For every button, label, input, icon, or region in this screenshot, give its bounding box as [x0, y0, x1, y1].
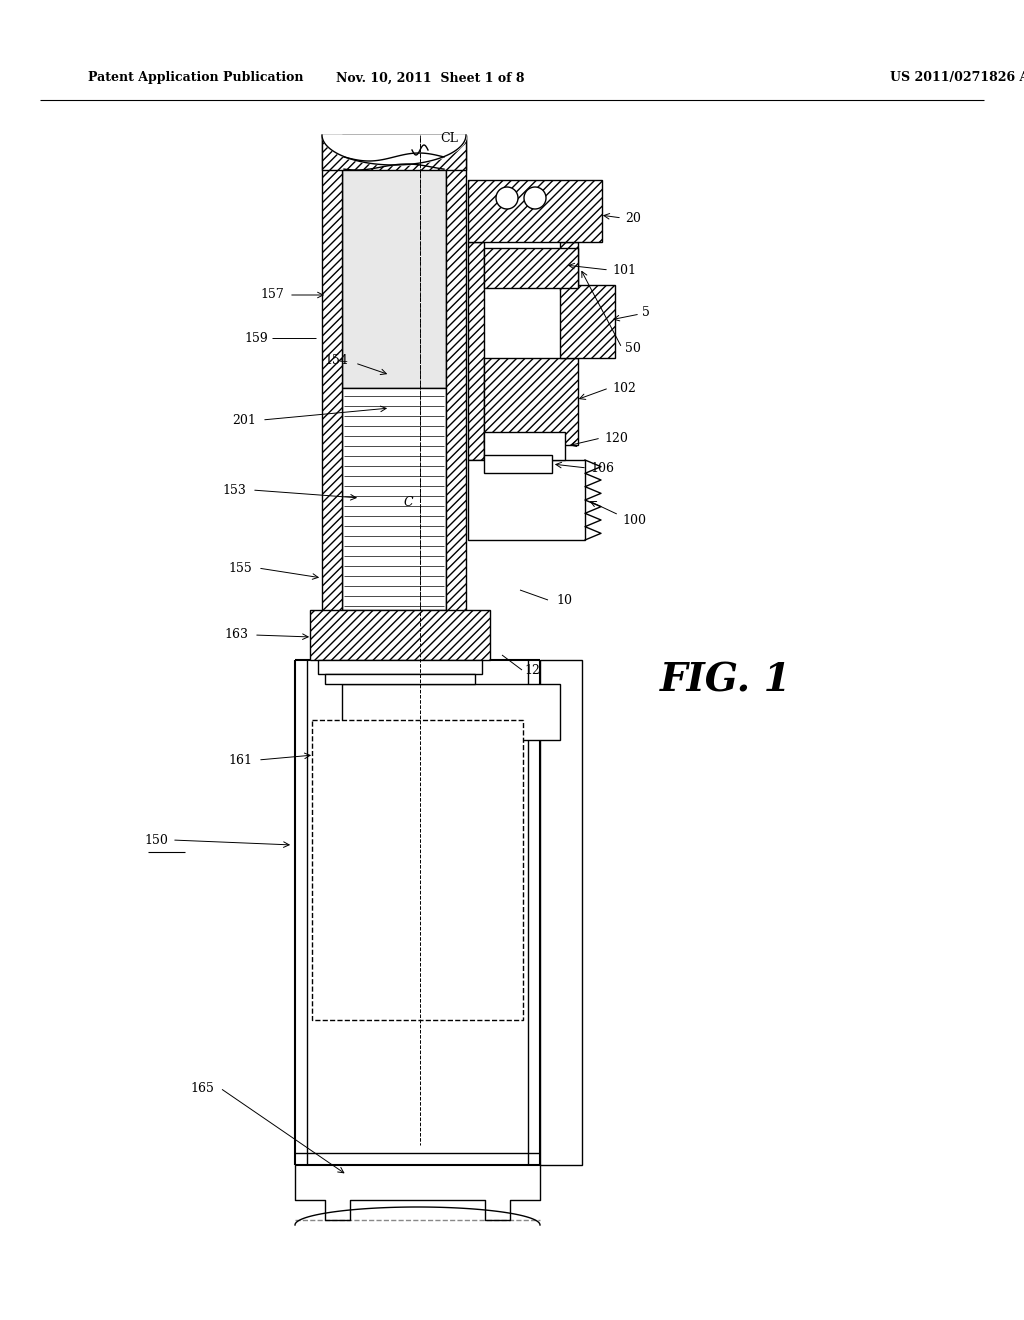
Circle shape	[496, 187, 518, 209]
Text: Nov. 10, 2011  Sheet 1 of 8: Nov. 10, 2011 Sheet 1 of 8	[336, 71, 524, 84]
Bar	[342, 684, 560, 741]
Text: 100: 100	[622, 513, 646, 527]
Bar	[468, 242, 484, 459]
Bar	[560, 242, 578, 290]
Bar	[468, 459, 585, 540]
Bar	[322, 135, 466, 170]
Bar	[560, 285, 615, 358]
Text: 201: 201	[232, 413, 256, 426]
Bar	[310, 610, 490, 660]
Bar	[446, 165, 466, 620]
Text: 161: 161	[228, 754, 252, 767]
Text: 153: 153	[222, 483, 246, 496]
Text: 20: 20	[625, 211, 641, 224]
Text: C: C	[403, 495, 413, 508]
Bar	[484, 248, 578, 288]
Text: 155: 155	[228, 561, 252, 574]
Bar	[325, 675, 475, 684]
Text: 150: 150	[144, 833, 168, 846]
Text: 165: 165	[190, 1081, 214, 1094]
Circle shape	[524, 187, 546, 209]
Bar	[540, 660, 582, 1166]
Bar	[312, 719, 523, 1020]
Text: 154: 154	[325, 354, 348, 367]
Text: Patent Application Publication: Patent Application Publication	[88, 71, 303, 84]
Text: 120: 120	[604, 432, 628, 445]
Bar	[484, 432, 565, 459]
Text: 163: 163	[224, 628, 248, 642]
Text: CL: CL	[440, 132, 458, 144]
Text: 101: 101	[612, 264, 636, 276]
Bar	[484, 455, 552, 473]
Text: FIG. 1: FIG. 1	[660, 661, 792, 700]
Bar	[468, 180, 602, 242]
Text: 159: 159	[245, 331, 268, 345]
Bar	[342, 388, 446, 610]
Bar	[318, 660, 482, 675]
Text: US 2011/0271826 A1: US 2011/0271826 A1	[890, 71, 1024, 84]
Text: 106: 106	[590, 462, 614, 474]
Text: 50: 50	[625, 342, 641, 355]
Text: 102: 102	[612, 381, 636, 395]
Bar	[322, 165, 342, 620]
Text: 10: 10	[556, 594, 572, 606]
Text: 5: 5	[642, 305, 650, 318]
Bar	[342, 135, 446, 388]
Text: 157: 157	[260, 289, 284, 301]
Text: 12: 12	[524, 664, 540, 676]
Bar	[484, 358, 578, 445]
